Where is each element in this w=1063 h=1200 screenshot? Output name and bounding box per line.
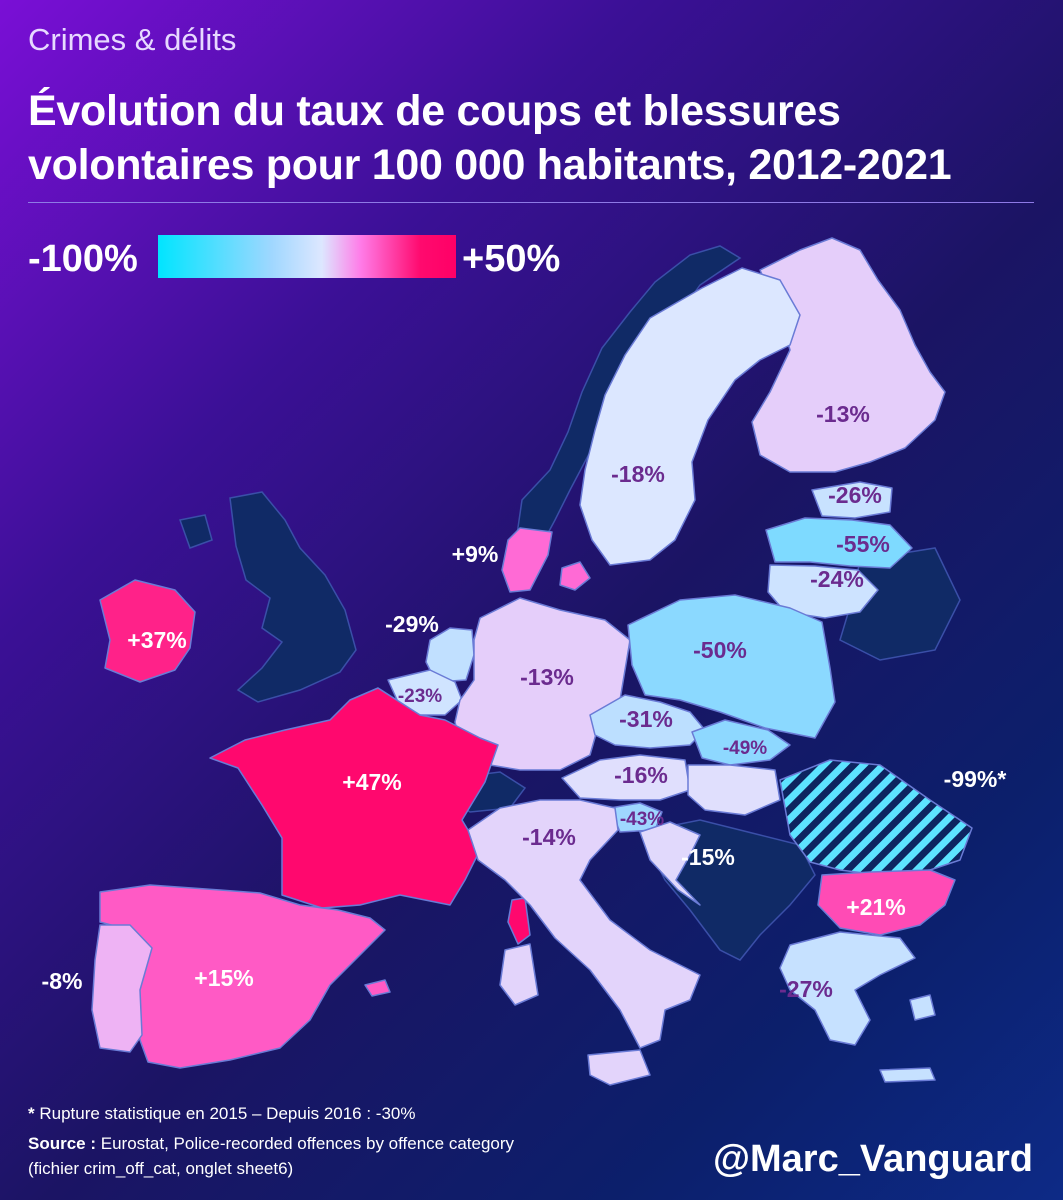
label-bulgaria: +21% <box>846 894 905 920</box>
label-france: +47% <box>342 769 401 795</box>
label-czechia: -31% <box>619 706 673 732</box>
country-netherlands <box>425 627 475 683</box>
footnote-text: Rupture statistique en 2015 – Depuis 201… <box>39 1104 416 1123</box>
country-shapes <box>91 237 973 1086</box>
label-portugal: -8% <box>42 968 83 994</box>
country-greece <box>779 931 916 1046</box>
country-poland <box>627 594 836 739</box>
country-corsica <box>507 897 531 945</box>
country-italy <box>467 799 701 1049</box>
country-sardinia <box>499 943 539 1006</box>
title-divider <box>28 202 1034 203</box>
country-greece-islands <box>879 994 936 1083</box>
label-croatia: -15% <box>681 844 735 870</box>
label-germany: -13% <box>520 664 574 690</box>
country-ireland <box>99 579 196 683</box>
label-netherlands: -29% <box>385 611 439 637</box>
kicker-text: Crimes & délits <box>28 22 237 57</box>
country-france <box>209 687 499 909</box>
author-signature: @Marc_Vanguard <box>712 1138 1033 1180</box>
label-denmark: +9% <box>452 541 499 567</box>
label-sweden: -18% <box>611 461 665 487</box>
country-balearics <box>364 979 391 997</box>
label-estonia: -26% <box>828 482 882 508</box>
country-croatia <box>639 821 701 906</box>
label-austria: -16% <box>614 762 668 788</box>
page-title: Évolution du taux de coups et blessures … <box>28 87 952 189</box>
footnote: * Rupture statistique en 2015 – Depuis 2… <box>28 1104 416 1124</box>
legend-max-label: +50% <box>462 238 561 280</box>
country-estonia <box>811 481 893 519</box>
label-greece: -27% <box>779 976 833 1002</box>
country-hungary <box>687 764 781 816</box>
country-finland <box>751 237 946 473</box>
country-lithuania <box>767 564 879 619</box>
scotland-islands-shape <box>179 514 213 549</box>
country-slovakia <box>691 719 791 766</box>
label-lithuania: -24% <box>810 566 864 592</box>
label-romania: -99%* <box>944 766 1007 792</box>
country-latvia <box>765 517 913 569</box>
source-detail: (fichier crim_off_cat, onglet sheet6) <box>28 1159 294 1178</box>
label-poland: -50% <box>693 637 747 663</box>
label-slovakia: -49% <box>723 738 767 759</box>
source-note: Source : Eurostat, Police-recorded offen… <box>28 1131 688 1181</box>
country-sweden <box>579 267 801 566</box>
legend-min-label: -100% <box>28 238 138 280</box>
country-bulgaria <box>817 869 956 936</box>
label-finland: -13% <box>816 401 870 427</box>
legend-color-scale <box>158 235 456 278</box>
country-labels: -13% -18% -26% -55% -24% +9% +37% -29% -23% -13% -… <box>42 401 1007 1002</box>
footnote-mark: * <box>28 1104 35 1123</box>
label-latvia: -55% <box>836 531 890 557</box>
country-denmark <box>501 527 553 593</box>
label-belgium: -23% <box>398 686 442 707</box>
source-text: Eurostat, Police-recorded offences by of… <box>100 1134 515 1153</box>
country-denmark-islands <box>559 561 591 591</box>
country-sicily <box>587 1049 651 1086</box>
country-romania <box>779 759 973 876</box>
label-ireland: +37% <box>127 627 186 653</box>
label-slovenia: -43% <box>620 809 664 830</box>
country-portugal <box>91 924 153 1053</box>
source-label: Source : <box>28 1134 97 1153</box>
label-italy: -14% <box>522 824 576 850</box>
great-britain-shape <box>229 491 357 703</box>
label-spain: +15% <box>194 965 253 991</box>
country-germany <box>454 597 631 771</box>
